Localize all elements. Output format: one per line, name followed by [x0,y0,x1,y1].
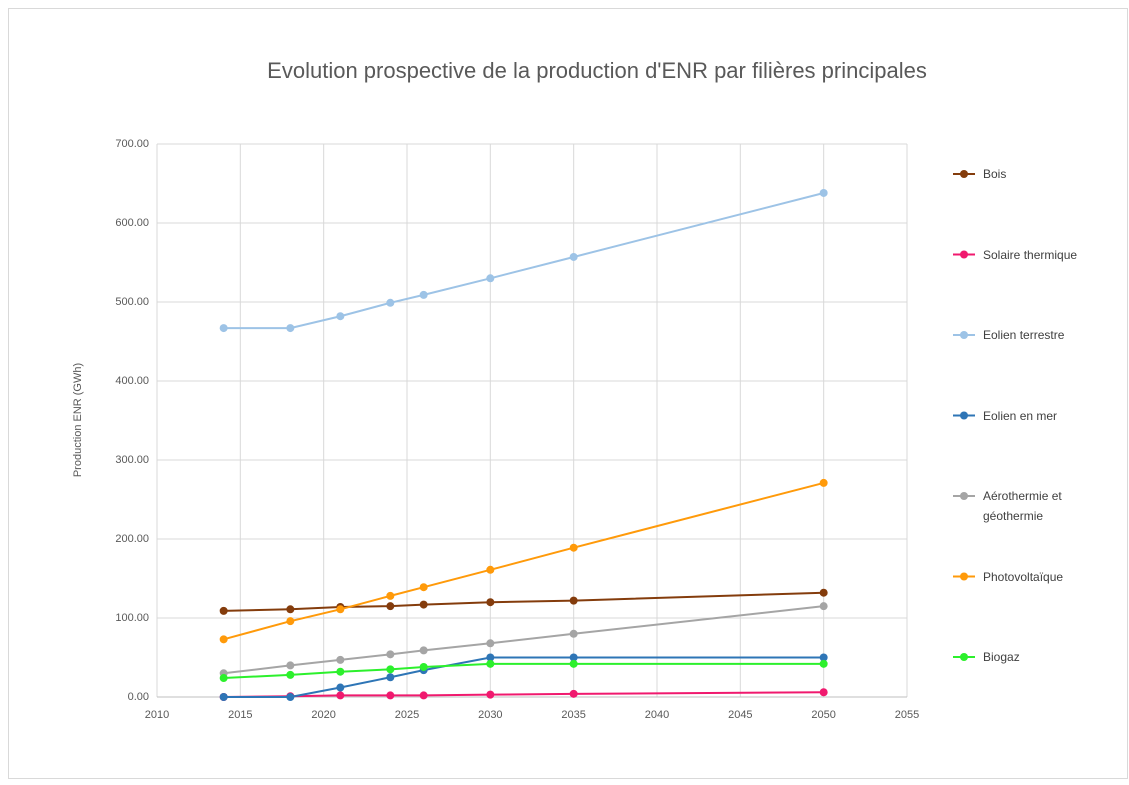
data-point [819,478,828,487]
y-tick-label: 200.00 [115,533,149,545]
data-point [569,653,578,662]
series-line [223,662,824,680]
data-point [286,670,295,679]
legend-marker [960,492,968,500]
legend-label: Photovoltaïque [983,569,1064,584]
legend-marker [960,331,968,339]
data-point [286,617,295,626]
data-point [819,659,828,668]
x-tick-label: 2010 [145,709,169,721]
y-tick-label: 600.00 [115,217,149,229]
data-point [419,600,428,609]
data-point [486,653,495,662]
data-point [819,588,828,597]
data-point [819,188,828,197]
data-point [386,298,395,307]
legend-marker [960,250,968,259]
y-axis-label: Production ENR (GWh) [72,363,84,477]
legend-label: Bois [983,167,1007,181]
data-point [569,252,578,261]
data-point [336,691,345,700]
chart-border [8,8,1128,779]
data-point [819,653,828,662]
x-tick-label: 2025 [395,709,419,721]
data-point [486,639,495,648]
y-tick-label: 100.00 [115,612,149,624]
data-point [336,605,345,614]
y-tick-label: 400.00 [115,375,149,387]
data-point [336,683,345,692]
data-point [336,312,345,321]
legend-marker [960,411,968,420]
legend-label: Biogaz [983,650,1020,664]
x-tick-label: 2020 [311,709,335,721]
data-point [569,689,578,698]
y-tick-label: 700.00 [115,138,149,150]
data-point [286,324,295,333]
data-point [386,591,395,600]
data-point [569,659,578,668]
data-point [219,674,228,683]
x-tick-label: 2055 [895,709,919,721]
series-line [223,605,824,675]
legend-marker [960,653,968,661]
data-point [569,629,578,638]
data-point [286,661,295,670]
data-point [336,667,345,676]
x-tick-label: 2050 [811,709,835,721]
data-point [486,690,495,699]
y-tick-label: 500.00 [115,296,149,308]
data-point [419,290,428,299]
data-point [286,605,295,614]
data-point [819,602,828,611]
series-line [223,656,824,698]
x-tick-label: 2035 [561,709,585,721]
data-point [219,693,228,701]
data-point [386,673,395,682]
legend-label: Solaire thermique [983,247,1078,262]
y-tick-label: 0.00 [128,691,149,703]
data-point [419,691,428,700]
legend-label: Eolien terrestre [983,328,1065,342]
data-point [219,606,228,615]
data-point [486,659,495,668]
data-point [219,324,228,333]
data-point [486,565,495,574]
legend-label: Aérothermie et géothermie [983,489,1062,523]
legend-marker [960,572,968,581]
y-tick-label: 300.00 [115,454,149,466]
data-point [419,646,428,655]
legend-marker [960,170,968,178]
data-point [286,693,295,701]
chart-title: Evolution prospective de la production d… [267,58,927,83]
data-point [386,665,395,674]
x-tick-label: 2045 [728,709,752,721]
data-point [486,274,495,283]
data-point [419,583,428,592]
data-point [419,662,428,671]
data-point [386,602,395,611]
data-point [569,543,578,552]
x-tick-label: 2040 [645,709,669,721]
series-line [223,591,824,612]
data-point [819,688,828,697]
data-point [486,598,495,607]
x-tick-label: 2030 [478,709,502,721]
legend-label: Eolien en mer [983,408,1058,423]
series-line [223,481,824,641]
series-line [223,192,824,330]
data-point [386,691,395,700]
x-tick-label: 2015 [228,709,252,721]
data-point [219,635,228,644]
data-point [569,596,578,605]
data-point [336,655,345,664]
data-point [386,650,395,659]
